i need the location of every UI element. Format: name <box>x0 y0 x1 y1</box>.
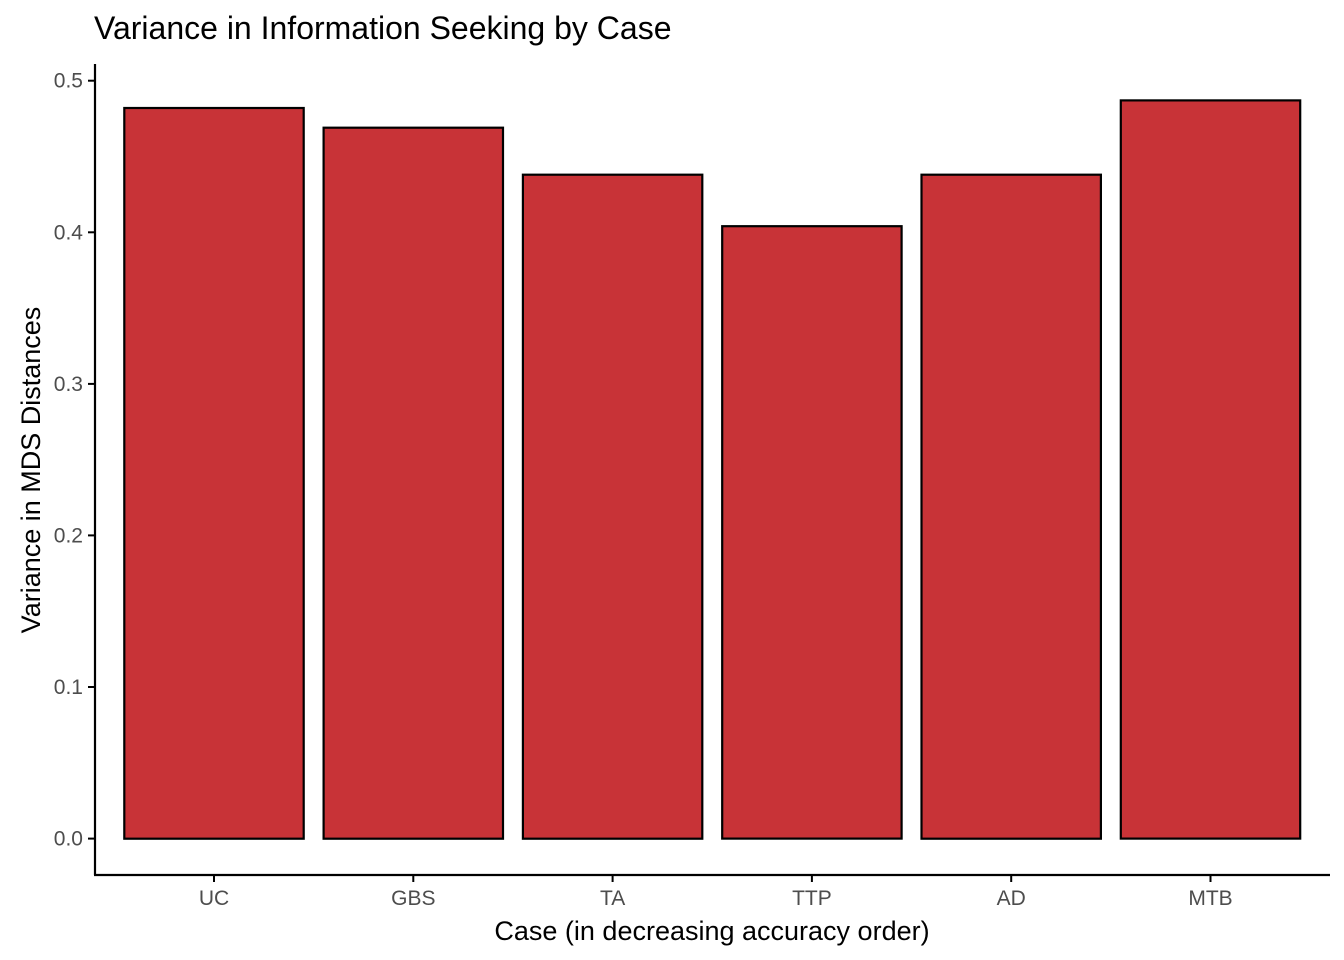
bar-ttp <box>721 225 903 840</box>
bar-mtb <box>1119 99 1302 840</box>
y-tick-label: 0.3 <box>54 373 83 396</box>
bar-gbs <box>322 126 505 840</box>
chart-title: Variance in Information Seeking by Case <box>94 10 672 46</box>
y-axis-title: Variance in MDS Distances <box>16 307 46 634</box>
x-tick-label-ta: TA <box>600 887 625 910</box>
y-tick-label: 0.0 <box>54 828 83 851</box>
x-tick-label-gbs: GBS <box>391 887 435 910</box>
bars-group <box>123 99 1302 840</box>
x-axis-title: Case (in decreasing accuracy order) <box>494 916 929 946</box>
x-tick-label-ttp: TTP <box>792 887 832 910</box>
bar-ta <box>521 173 704 840</box>
bar-ad <box>920 173 1102 840</box>
y-tick-label: 0.1 <box>54 676 83 699</box>
x-tick-label-mtb: MTB <box>1188 887 1232 910</box>
x-tick-label-ad: AD <box>997 887 1026 910</box>
x-tick-label-uc: UC <box>199 887 229 910</box>
bar-uc <box>123 106 305 840</box>
y-tick-label: 0.4 <box>54 221 84 244</box>
y-axis-ticks: 0.0 0.1 0.2 0.3 0.4 0.5 <box>54 70 95 851</box>
x-axis-ticks: UC GBS TA TTP AD MTB <box>199 875 1233 910</box>
y-tick-label: 0.2 <box>54 524 83 547</box>
y-tick-label: 0.5 <box>54 70 83 93</box>
